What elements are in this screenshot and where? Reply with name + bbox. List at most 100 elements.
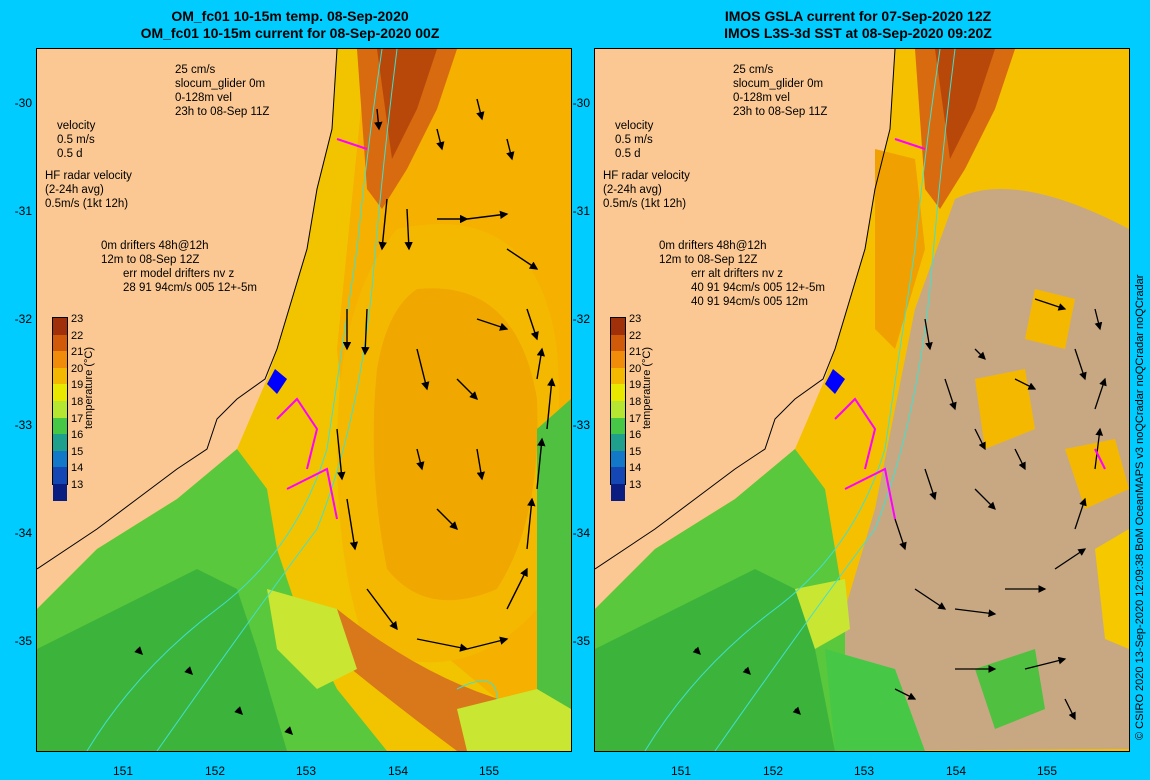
left-glider-track: [267, 369, 287, 394]
left-legend-drifters-line1: 0m drifters 48h@12h: [101, 240, 209, 252]
left-legend-hf-block: HF radar velocity (2-24h avg) 0.5m/s (1k…: [45, 169, 132, 211]
colorbar-segment: [53, 434, 67, 451]
colorbar-segment: [611, 351, 625, 368]
left-title-line1: OM_fc01 10-15m temp. 08-Sep-2020: [171, 8, 409, 24]
right-legend-drifters-line2: 12m to 08-Sep 12Z: [659, 254, 758, 266]
right-colorbar-title: temperature (°C): [641, 346, 653, 429]
y-tick-label: -30: [572, 96, 590, 110]
right-legend-velocity-scale1: 0.5 m/s: [615, 134, 653, 146]
left-legend-err-line1: err model drifters nv z: [123, 268, 235, 280]
right-legend-glider: slocum_glider 0m: [733, 78, 824, 90]
x-tick-label: 151: [112, 764, 134, 778]
left-title-line2: OM_fc01 10-15m current for 08-Sep-2020 0…: [140, 25, 440, 41]
y-tick-label: -34: [14, 526, 32, 540]
y-tick-label: -30: [14, 96, 32, 110]
left-legend-velocity: velocity: [57, 120, 96, 132]
colorbar-label: 16: [71, 429, 84, 442]
colorbar-segment: [53, 334, 67, 352]
left-legend-hf-avg: (2-24h avg): [45, 184, 104, 196]
colorbar-segment: [53, 351, 67, 368]
left-legend-hf-radar: HF radar velocity: [45, 170, 132, 182]
colorbar-label: 17: [71, 412, 84, 425]
right-drifter-tracks: [834, 138, 1106, 520]
colorbar-label: 13: [71, 478, 84, 491]
colorbar-segment: [53, 467, 67, 484]
colorbar-label: 20: [629, 362, 642, 375]
left-legend-err-line2: 28 91 94cm/s 005 12+-5m: [123, 282, 257, 294]
left-legend-drifters-block: 0m drifters 48h@12h 12m to 08-Sep 12Z: [101, 239, 209, 267]
right-legend-speed-ref: 25 cm/s: [733, 64, 774, 76]
x-tick-label: 154: [945, 764, 967, 778]
right-legend-err-block: err alt drifters nv z 40 91 94cm/s 005 1…: [691, 267, 825, 309]
y-tick-label: -33: [572, 418, 590, 432]
colorbar-segment: [611, 334, 625, 352]
right-legend-hf-block: HF radar velocity (2-24h avg) 0.5m/s (1k…: [603, 169, 690, 211]
colorbar-label: 18: [71, 395, 84, 408]
left-colorbar-title: temperature (°C): [83, 346, 95, 429]
colorbar-segment: [53, 384, 67, 401]
right-legend-velocity: velocity: [615, 120, 654, 132]
x-tick-label: 152: [204, 764, 226, 778]
colorbar-label: 16: [629, 429, 642, 442]
right-map: 25 cm/s slocum_glider 0m 0-128m vel 23h …: [594, 48, 1130, 752]
right-legend-glider-vel: 0-128m vel: [733, 92, 790, 104]
y-tick-label: -33: [14, 418, 32, 432]
y-tick-label: -34: [572, 526, 590, 540]
colorbar-segment: [53, 450, 67, 468]
colorbar-segment: [53, 417, 67, 435]
colorbar-label: 22: [71, 329, 84, 342]
right-legend-glider-block: 25 cm/s slocum_glider 0m 0-128m vel 23h …: [733, 63, 827, 119]
right-panel-title: IMOS GSLA current for 07-Sep-2020 12Z IM…: [588, 8, 1128, 42]
x-tick-label: 151: [670, 764, 692, 778]
right-glider-track: [825, 369, 845, 394]
colorbar-segment: [53, 400, 67, 418]
right-legend-velocity-scale2: 0.5 d: [615, 148, 641, 160]
right-legend-hf-avg: (2-24h avg): [603, 184, 662, 196]
left-legend-hf-scale: 0.5m/s (1kt 12h): [45, 198, 129, 210]
colorbar-segment: [611, 434, 625, 451]
colorbar-segment: [611, 400, 625, 418]
y-tick-label: -31: [572, 204, 590, 218]
colorbar-segment: [611, 417, 625, 435]
right-legend-velocity-block: velocity 0.5 m/s 0.5 d: [615, 119, 653, 161]
colorbar-segment: [611, 318, 625, 335]
right-legend-err-line3: 40 91 94cm/s 005 12m: [691, 296, 808, 308]
colorbar-segment: [53, 318, 67, 335]
left-map-field: [37, 49, 571, 751]
colorbar-label: 14: [71, 462, 84, 475]
right-legend-err-line1: err alt drifters nv z: [691, 268, 784, 280]
y-tick-label: -31: [14, 204, 32, 218]
y-tick-label: -32: [572, 312, 590, 326]
colorbar-label: 21: [71, 346, 84, 359]
left-legend-velocity-block: velocity 0.5 m/s 0.5 d: [57, 119, 95, 161]
colorbar-label: 18: [629, 395, 642, 408]
colorbar-label: 19: [629, 379, 642, 392]
left-legend-err-block: err model drifters nv z 28 91 94cm/s 005…: [123, 267, 257, 295]
x-tick-label: 153: [295, 764, 317, 778]
right-legend-drifters-block: 0m drifters 48h@12h 12m to 08-Sep 12Z: [659, 239, 767, 267]
left-map: 25 cm/s slocum_glider 0m 0-128m vel 23h …: [36, 48, 572, 752]
right-legend-glider-time: 23h to 08-Sep 11Z: [733, 106, 828, 118]
colorbar-label: 13: [629, 478, 642, 491]
colorbar-segment: [611, 450, 625, 468]
x-tick-label: 155: [1036, 764, 1058, 778]
colorbar-segment: [611, 467, 625, 484]
credit-text: © CSIRO 2020 13-Sep-2020 12:09:38 BoM Oc…: [1134, 274, 1146, 740]
right-colorbar: [610, 317, 626, 501]
left-colorbar-labels: 23 22 21 20 19 18 17 16 15 14 13: [71, 311, 83, 494]
y-tick-label: -35: [572, 634, 590, 648]
x-tick-label: 155: [478, 764, 500, 778]
colorbar-label: 23: [629, 313, 642, 325]
colorbar-label: 21: [629, 346, 642, 359]
colorbar-label: 22: [629, 329, 642, 342]
colorbar-segment: [611, 384, 625, 401]
left-legend-drifters-line2: 12m to 08-Sep 12Z: [101, 254, 200, 266]
right-legend-hf-scale: 0.5m/s (1kt 12h): [603, 198, 687, 210]
x-tick-label: 153: [853, 764, 875, 778]
colorbar-segment: [611, 483, 625, 501]
colorbar-label: 15: [71, 445, 84, 458]
colorbar-segment: [53, 367, 67, 385]
right-legend-err-line2: 40 91 94cm/s 005 12+-5m: [691, 282, 825, 294]
right-title-line2: IMOS L3S-3d SST at 08-Sep-2020 09:20Z: [724, 25, 992, 41]
left-panel-title: OM_fc01 10-15m temp. 08-Sep-2020 OM_fc01…: [20, 8, 560, 42]
